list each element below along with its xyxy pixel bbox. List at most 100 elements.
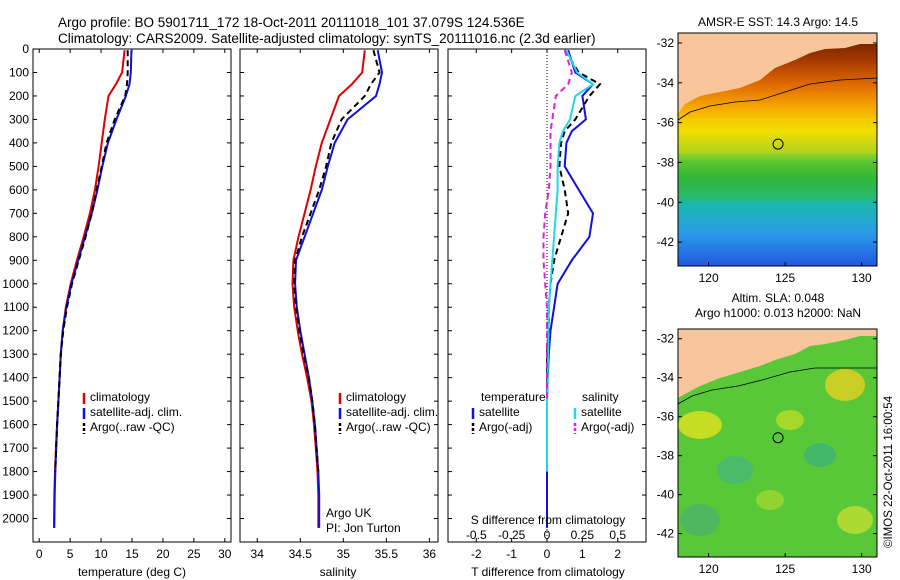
x-tick-label: 2 bbox=[614, 547, 621, 561]
header-line-2: Climatology: CARS2009. Satellite-adjuste… bbox=[58, 31, 596, 46]
x-tick-label: 34.5 bbox=[289, 547, 313, 561]
temperature-x-label: temperature (deg C) bbox=[78, 565, 186, 579]
depth-tick-label: 100 bbox=[9, 65, 29, 79]
lon-tick-label: 130 bbox=[852, 271, 872, 285]
lon-tick-label: 120 bbox=[699, 271, 719, 285]
depth-tick-label: 600 bbox=[9, 183, 29, 197]
x-tick-label: 20 bbox=[156, 547, 170, 561]
sst-map-title: AMSR-E SST: 14.3 Argo: 14.5 bbox=[698, 15, 858, 29]
sst-warm-band bbox=[678, 118, 877, 154]
x-tick-label: -2 bbox=[471, 547, 482, 561]
s-tick-label: 0 bbox=[544, 528, 551, 542]
legend-label: climatology bbox=[90, 390, 150, 404]
legend-label: satellite bbox=[581, 405, 622, 419]
lon-tick-label: 130 bbox=[852, 562, 872, 576]
difference-x-label: T difference from climatology bbox=[471, 565, 625, 579]
sla-map-lon-ticks: 120 125 130 bbox=[699, 553, 872, 576]
lat-tick-label: -34 bbox=[657, 76, 675, 90]
s-tick-label: -0.5 bbox=[466, 528, 487, 542]
header-line-1: Argo profile: BO 5901711_172 18-Oct-2011… bbox=[58, 15, 525, 30]
imos-credit: ©IMOS 22-Oct-2011 16:00:54 bbox=[883, 395, 895, 548]
sla-land bbox=[678, 329, 877, 398]
sla-map-lat-ticks: -32 -34 -36 -38 -40 -42 bbox=[657, 332, 877, 541]
x-tick-label: 5 bbox=[67, 547, 74, 561]
series-line bbox=[546, 49, 595, 472]
depth-tick-label: 2000 bbox=[2, 512, 29, 526]
sla-blob bbox=[680, 504, 720, 536]
sla-argo-float-marker bbox=[772, 432, 784, 444]
sla-blob bbox=[678, 411, 722, 439]
difference-panel: temperature salinitysatelliteArgo(-adj)sa… bbox=[447, 48, 647, 579]
temperature-axes-box bbox=[32, 48, 232, 543]
sst-map-lon-ticks: 120 125 130 bbox=[699, 262, 872, 285]
sla-map-title: Altim. SLA: 0.048 bbox=[732, 291, 825, 305]
salinity-axes-box bbox=[239, 48, 439, 543]
legend-label: Argo(-adj) bbox=[479, 420, 532, 434]
depth-tick-label: 400 bbox=[9, 136, 29, 150]
salinity-x-ticks: 34 34.5 35 35.5 36 bbox=[251, 49, 436, 561]
depth-tick-label: 0 bbox=[22, 42, 29, 56]
lon-tick-label: 120 bbox=[699, 562, 719, 576]
legend-label: Argo(..raw -QC) bbox=[90, 420, 175, 434]
x-tick-label: 35 bbox=[337, 547, 351, 561]
sla-map-frame bbox=[677, 328, 878, 558]
legend-label: satellite-adj. clim. bbox=[346, 405, 438, 419]
s-tick-label: -0.25 bbox=[498, 528, 526, 542]
legend-label: climatology bbox=[346, 390, 406, 404]
depth-tick-label: 200 bbox=[9, 89, 29, 103]
difference-x-ticks: -2 -1 0 1 2 bbox=[471, 49, 621, 561]
sst-mid-band bbox=[678, 160, 877, 200]
depth-tick-label: 1000 bbox=[2, 277, 29, 291]
lat-tick-label: -40 bbox=[657, 488, 675, 502]
sla-blob bbox=[837, 506, 873, 534]
difference-legend: temperature salinitysatelliteArgo(-adj)sa… bbox=[471, 390, 634, 434]
depth-tick-label: 700 bbox=[9, 206, 29, 220]
depth-tick-label: 300 bbox=[9, 112, 29, 126]
depth-tick-label: 1300 bbox=[2, 347, 29, 361]
depth-tick-label: 1100 bbox=[3, 300, 29, 314]
sst-map-frame bbox=[677, 32, 878, 267]
sst-map-lat-ticks: -32 -34 -36 -38 -40 -42 bbox=[657, 36, 877, 249]
sst-argo-float-marker bbox=[772, 138, 784, 150]
depth-tick-label: 500 bbox=[9, 159, 29, 173]
legend-label: Argo(-adj) bbox=[581, 420, 634, 434]
lat-tick-label: -38 bbox=[657, 449, 675, 463]
sla-blob bbox=[825, 369, 865, 401]
depth-tick-label: 1400 bbox=[2, 371, 29, 385]
difference-s-label: S difference from climatology bbox=[471, 513, 626, 527]
series-line bbox=[293, 49, 381, 472]
lat-tick-label: -36 bbox=[657, 410, 675, 424]
series-line bbox=[54, 50, 129, 472]
difference-profiles bbox=[542, 49, 602, 528]
x-tick-label: 34 bbox=[251, 547, 265, 561]
series-line bbox=[542, 49, 573, 402]
x-tick-label: 25 bbox=[187, 547, 201, 561]
sla-blob bbox=[804, 443, 836, 467]
temperature-profiles bbox=[53, 50, 133, 528]
x-tick-label: 1 bbox=[579, 547, 586, 561]
x-tick-label: 10 bbox=[94, 547, 108, 561]
series-line bbox=[546, 49, 602, 472]
lat-tick-label: -34 bbox=[657, 371, 675, 385]
temperature-depth-ticks: 0 100 200 300 400 500 600 700 800 900 1000 1100 1200… bbox=[2, 42, 231, 526]
legend-label: Argo(..raw -QC) bbox=[346, 420, 431, 434]
sst-land bbox=[678, 33, 877, 114]
x-tick-label: 15 bbox=[125, 547, 139, 561]
lon-tick-label: 125 bbox=[775, 271, 795, 285]
sst-map-panel: AMSR-E SST: 14.3 Argo: 14.5 -32 -34 -36 -38… bbox=[657, 15, 878, 285]
lat-tick-label: -32 bbox=[657, 332, 675, 346]
salinity-annotation-pi: PI: Jon Turton bbox=[326, 521, 401, 535]
legend-label: satellite bbox=[479, 405, 520, 419]
depth-tick-label: 800 bbox=[9, 230, 29, 244]
sla-map-panel: Altim. SLA: 0.048 Argo h1000: 0.013 h200… bbox=[657, 291, 878, 576]
depth-tick-label: 1500 bbox=[2, 394, 29, 408]
s-tick-label: 0.5 bbox=[609, 528, 626, 542]
x-tick-label: 0 bbox=[544, 547, 551, 561]
difference-s-tick-labels: -0.5 -0.25 0 0.25 0.5 bbox=[466, 528, 626, 542]
sst-map-image bbox=[678, 33, 877, 266]
lat-tick-label: -42 bbox=[657, 235, 675, 249]
depth-tick-label: 1600 bbox=[2, 418, 29, 432]
temperature-x-ticks: 0 5 10 15 20 25 30 bbox=[36, 49, 232, 561]
